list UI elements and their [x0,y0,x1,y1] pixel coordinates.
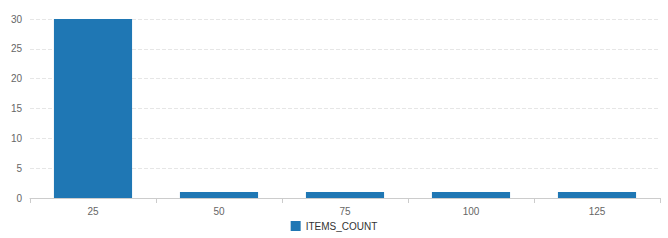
svg-text:30: 30 [11,14,23,25]
svg-text:0: 0 [16,193,22,204]
svg-text:75: 75 [339,206,351,217]
svg-text:125: 125 [589,206,606,217]
svg-text:25: 25 [11,43,23,54]
svg-text:15: 15 [11,103,23,114]
svg-text:100: 100 [463,206,480,217]
svg-text:25: 25 [87,206,99,217]
svg-text:50: 50 [213,206,225,217]
svg-text:20: 20 [11,73,23,84]
svg-text:10: 10 [11,133,23,144]
svg-text:5: 5 [16,163,22,174]
svg-text:ITEMS_COUNT: ITEMS_COUNT [306,221,378,232]
